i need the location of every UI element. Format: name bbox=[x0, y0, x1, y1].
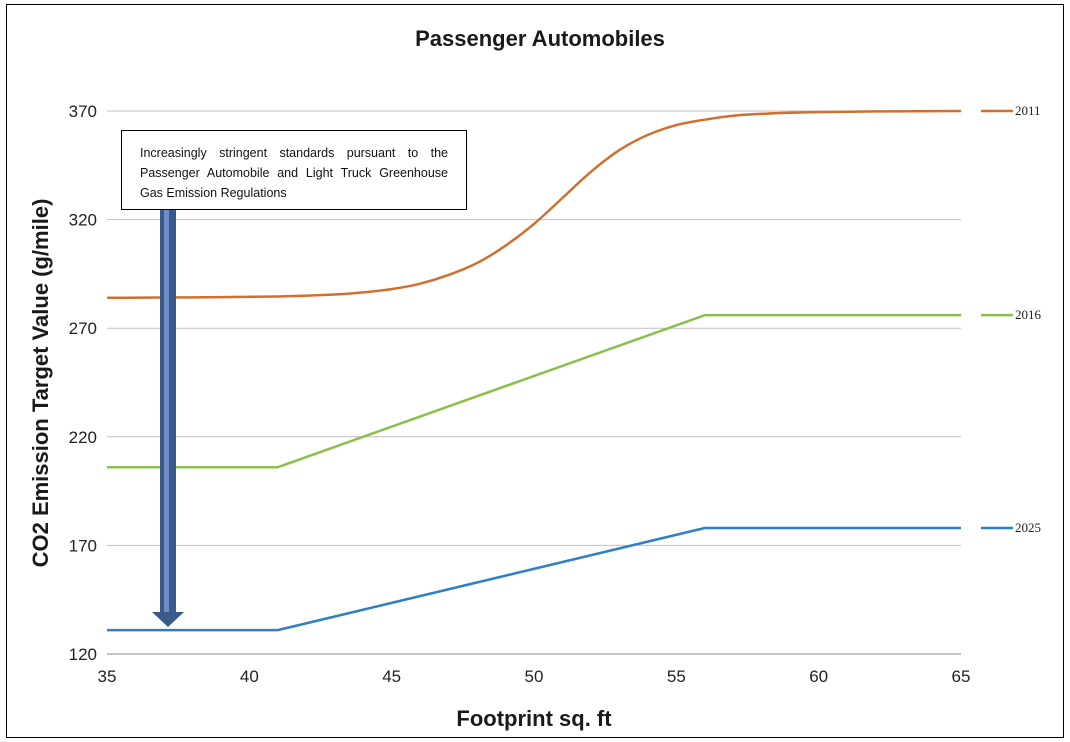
arrow-shaft-highlight bbox=[164, 210, 169, 612]
series-line-2025 bbox=[107, 526, 961, 632]
y-tick-220: 220 bbox=[69, 428, 97, 447]
series-line-2011 bbox=[106, 109, 962, 300]
x-tick-45: 45 bbox=[382, 667, 401, 686]
arrow-head bbox=[152, 612, 184, 627]
x-tick-labels: 35 40 45 50 55 60 65 bbox=[98, 667, 971, 686]
chart-title: Passenger Automobiles bbox=[415, 26, 665, 51]
x-tick-65: 65 bbox=[952, 667, 971, 686]
x-tick-35: 35 bbox=[98, 667, 117, 686]
y-tick-labels: 120 170 220 270 320 370 bbox=[69, 102, 97, 664]
legend: 2011 2016 2025 bbox=[981, 103, 1042, 535]
y-tick-270: 270 bbox=[69, 319, 97, 338]
y-tick-170: 170 bbox=[69, 536, 97, 555]
legend-label-2016: 2016 bbox=[1015, 307, 1042, 322]
series-lines bbox=[106, 109, 962, 632]
legend-label-2011: 2011 bbox=[1015, 103, 1041, 118]
series-line-2016 bbox=[107, 313, 961, 469]
downward-arrow bbox=[152, 210, 184, 627]
y-axis-title: CO2 Emission Target Value (g/mile) bbox=[28, 199, 53, 568]
legend-label-2025: 2025 bbox=[1015, 520, 1041, 535]
y-tick-120: 120 bbox=[69, 645, 97, 664]
x-tick-40: 40 bbox=[240, 667, 259, 686]
x-tick-55: 55 bbox=[667, 667, 686, 686]
y-tick-320: 320 bbox=[69, 211, 97, 230]
x-tick-60: 60 bbox=[809, 667, 828, 686]
y-tick-370: 370 bbox=[69, 102, 97, 121]
annotation-box: Increasingly stringent standards pursuan… bbox=[121, 130, 467, 210]
x-tick-50: 50 bbox=[525, 667, 544, 686]
chart-frame bbox=[6, 4, 1064, 738]
x-axis-title: Footprint sq. ft bbox=[456, 706, 612, 731]
